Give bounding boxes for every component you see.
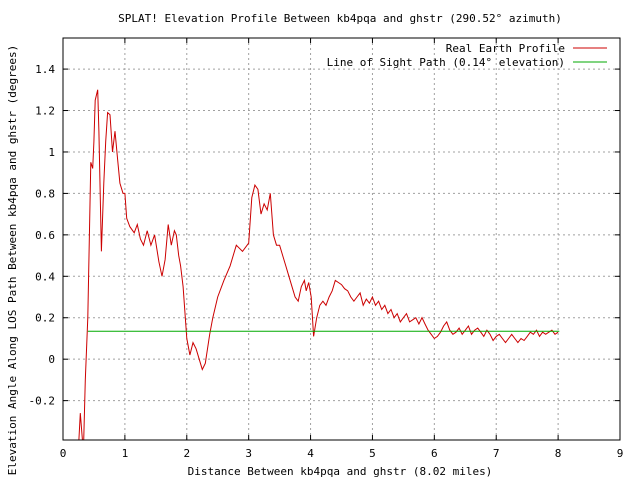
y-tick-label: 1.2 (35, 105, 55, 118)
x-tick-label: 4 (307, 447, 314, 460)
grid-lines (63, 38, 620, 440)
x-tick-label: 3 (245, 447, 252, 460)
y-tick-label: -0.2 (29, 395, 56, 408)
chart-title: SPLAT! Elevation Profile Between kb4pqa … (118, 12, 562, 25)
plot-frame (62, 37, 621, 441)
y-axis-ticks: -0.2 0 0.2 0.4 0.6 0.8 1 1.2 1.4 (29, 63, 620, 408)
y-tick-label: 1 (48, 146, 55, 159)
x-tick-label: 8 (555, 447, 562, 460)
y-tick-label: 0.8 (35, 187, 55, 200)
y-tick-label: 0.6 (35, 229, 55, 242)
legend: Real Earth Profile Line of Sight Path (0… (327, 42, 607, 69)
y-tick-label: 1.4 (35, 63, 55, 76)
x-tick-label: 6 (431, 447, 438, 460)
x-tick-label: 0 (60, 447, 67, 460)
x-axis-label: Distance Between kb4pqa and ghstr (8.02 … (188, 465, 493, 478)
legend-label-real-earth-profile: Real Earth Profile (446, 42, 565, 55)
x-tick-label: 1 (122, 447, 129, 460)
real-earth-profile-line (78, 89, 559, 440)
y-axis-label: Elevation Angle Along LOS Path Between k… (6, 45, 19, 475)
x-tick-label: 5 (369, 447, 376, 460)
x-axis-ticks: 0 1 2 3 4 5 6 7 8 9 (60, 38, 624, 460)
y-tick-label: 0 (48, 353, 55, 366)
legend-label-line-of-sight: Line of Sight Path (0.14° elevation) (327, 56, 565, 69)
y-tick-label: 0.2 (35, 312, 55, 325)
x-tick-label: 7 (493, 447, 500, 460)
x-tick-label: 2 (183, 447, 190, 460)
y-tick-label: 0.4 (35, 270, 55, 283)
x-tick-label: 9 (617, 447, 624, 460)
plot-area (78, 89, 560, 440)
